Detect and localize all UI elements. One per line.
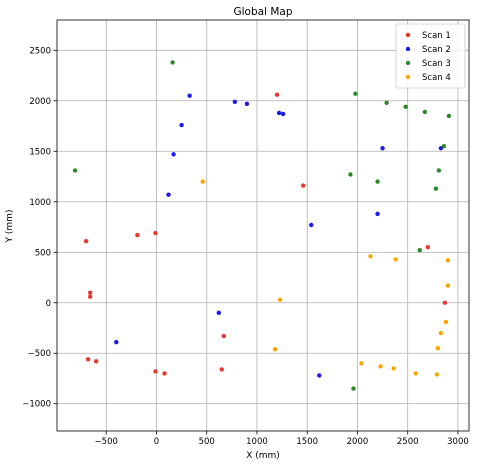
data-point — [153, 369, 158, 374]
legend-label: Scan 3 — [422, 59, 451, 69]
data-point — [171, 152, 176, 157]
y-axis-label: Y (mm) — [5, 210, 15, 244]
data-point — [436, 168, 442, 173]
data-point — [85, 357, 91, 362]
data-point — [435, 345, 441, 351]
data-point — [277, 297, 283, 302]
x-tick-label: 3000 — [447, 437, 469, 447]
data-point — [368, 254, 373, 259]
data-point — [187, 93, 192, 98]
data-point — [219, 367, 224, 372]
data-point — [445, 283, 451, 288]
x-tick-label: 2000 — [347, 437, 369, 447]
y-tick-label: 500 — [35, 248, 51, 258]
y-tick-label: 0 — [46, 299, 51, 309]
data-point — [441, 144, 447, 149]
data-point — [179, 122, 184, 128]
data-point — [200, 179, 205, 184]
data-point — [359, 361, 364, 366]
data-point — [393, 257, 398, 262]
legend-box — [395, 23, 466, 89]
data-point — [280, 111, 286, 117]
y-tick-label: 2500 — [29, 46, 51, 56]
data-point — [93, 359, 99, 364]
data-point — [351, 386, 356, 391]
grid-lines — [57, 20, 469, 431]
data-point — [135, 232, 140, 238]
data-point — [87, 294, 93, 299]
data-point — [417, 248, 422, 253]
data-point — [170, 60, 175, 65]
x-tick-label: 2500 — [397, 437, 419, 447]
axis-ticks: −500 0 500 1000 1500 2000 2500 3000 −1000 −500 0 50… — [22, 46, 469, 447]
data-point — [378, 364, 383, 369]
legend-marker — [405, 32, 411, 38]
data-point — [375, 211, 380, 217]
legend-marker — [405, 74, 411, 80]
data-point — [232, 99, 238, 104]
y-tick-label: 1500 — [29, 147, 51, 157]
data-point — [244, 101, 250, 107]
data-point — [72, 168, 78, 173]
data-point — [317, 373, 322, 378]
data-point — [403, 104, 408, 110]
data-point — [353, 91, 358, 96]
legend-marker — [405, 60, 411, 66]
plot-frame — [56, 19, 470, 432]
data-point — [83, 238, 89, 244]
data-point — [274, 92, 280, 97]
y-tick-label: −1000 — [22, 400, 51, 410]
data-point — [348, 172, 353, 177]
data-point — [413, 371, 418, 376]
chart-title: Global Map — [234, 6, 293, 18]
x-tick-label: −500 — [95, 437, 118, 447]
data-point — [446, 113, 452, 119]
data-point — [300, 183, 306, 188]
data-point — [221, 333, 227, 339]
y-tick-label: −500 — [28, 349, 51, 359]
data-point — [153, 230, 158, 236]
data-point — [434, 372, 440, 377]
y-tick-label: 1000 — [29, 198, 51, 208]
data-point — [445, 258, 451, 263]
x-tick-label: 500 — [199, 437, 215, 447]
legend-label: Scan 4 — [422, 73, 451, 83]
data-point — [276, 110, 282, 116]
x-tick-label: 1500 — [296, 437, 318, 447]
data-point — [162, 371, 167, 376]
data-point — [166, 192, 171, 197]
data-point — [391, 366, 396, 371]
data-point — [309, 222, 314, 228]
x-tick-label: 0 — [154, 437, 159, 447]
data-point — [114, 339, 119, 345]
legend-label: Scan 2 — [422, 45, 451, 55]
data-point — [443, 319, 449, 325]
data-point — [375, 179, 380, 184]
data-point — [384, 100, 389, 106]
data-point — [442, 300, 448, 305]
legend: Scan 1 Scan 2 Scan 3 Scan 4 — [395, 23, 466, 89]
data-point — [422, 109, 427, 115]
data-points — [72, 60, 452, 391]
data-point — [380, 146, 385, 151]
legend-marker — [405, 46, 411, 52]
data-point — [216, 310, 221, 316]
data-point — [87, 290, 93, 295]
y-tick-label: 2000 — [29, 97, 51, 107]
data-point — [272, 347, 278, 352]
data-point — [425, 245, 430, 250]
x-axis-label: X (mm) — [246, 451, 280, 461]
data-point — [438, 330, 444, 336]
legend-label: Scan 1 — [422, 31, 451, 41]
x-tick-label: 1000 — [246, 437, 268, 447]
data-point — [433, 186, 439, 191]
